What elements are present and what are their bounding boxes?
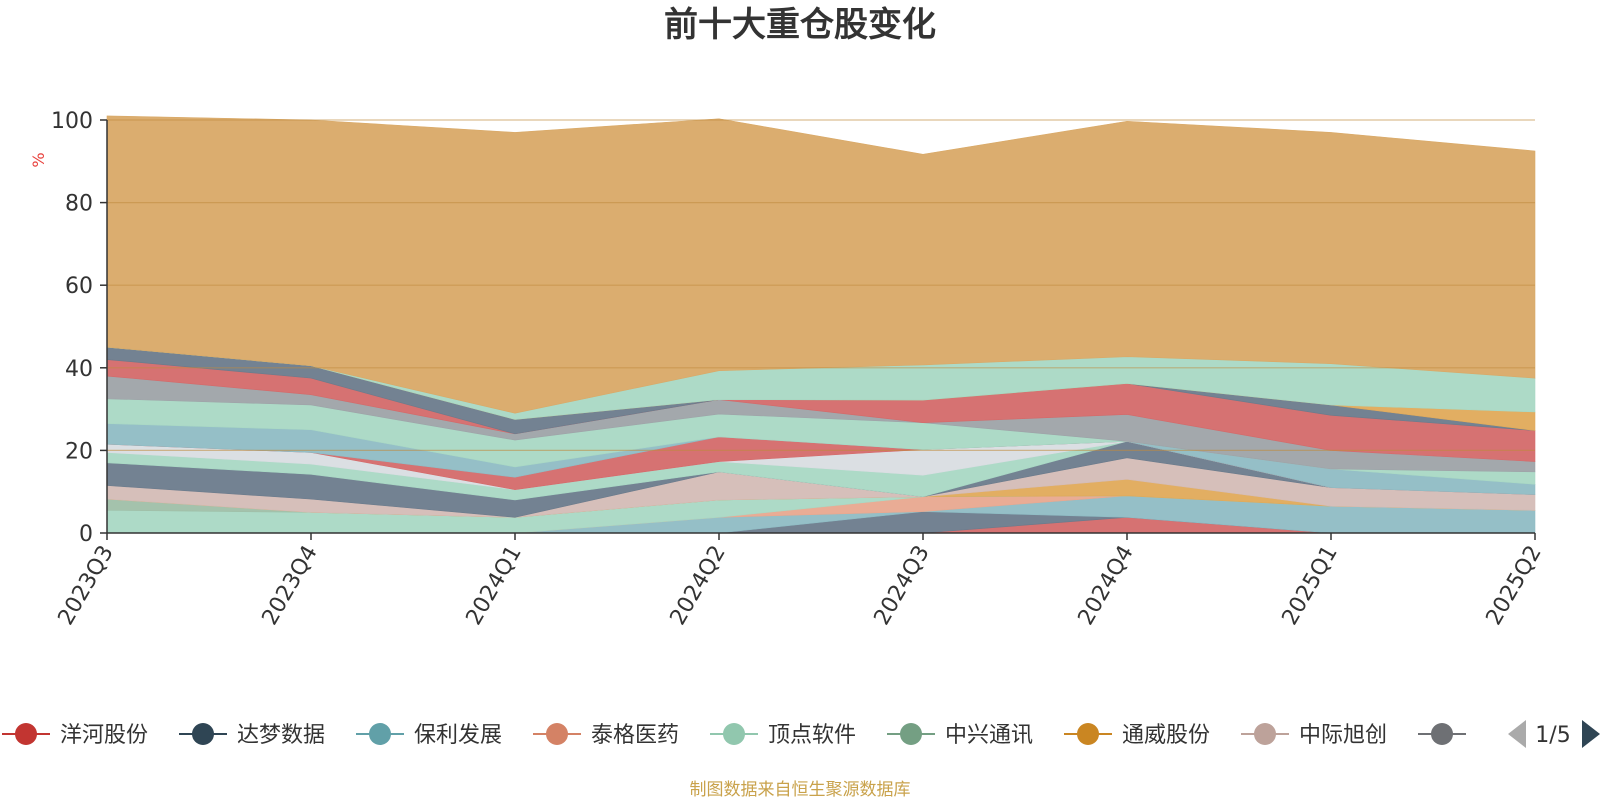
x-tick-label: 2023Q4 [258,541,323,629]
legend-item[interactable]: 泰格医药 [533,723,679,748]
legend-item[interactable]: 中际旭创 [1241,723,1387,748]
legend-item[interactable]: 通威股份 [1064,723,1210,748]
grid-lines [107,119,1535,451]
x-tick-label: 2024Q2 [666,541,731,629]
area-series-group [106,115,1536,534]
x-tick-label: 2023Q3 [54,541,119,629]
legend-circle-icon [369,723,391,745]
legend: 洋河股份 达梦数据 保利发展 泰格医药 顶点软件 中兴通讯 通威股份 中际旭创 [2,723,1466,748]
legend-label: 顶点软件 [768,723,856,748]
legend-label: 洋河股份 [60,723,148,748]
legend-label: 中际旭创 [1299,723,1387,748]
legend-circle-icon [192,723,214,745]
axes [100,119,1536,540]
legend-circle-icon [1077,723,1099,745]
y-tick-label: 0 [79,522,93,547]
y-tick-label: 60 [65,274,93,299]
legend-item[interactable]: 保利发展 [356,723,502,748]
triangle-left-icon[interactable] [1508,720,1526,748]
x-tick-labels: 2023Q3 2023Q4 2024Q1 2024Q2 2024Q3 2024Q4 2025… [54,541,1547,629]
data-source-footer: 制图数据来自恒生聚源数据库 [690,780,911,800]
y-tick-label: 100 [51,109,93,134]
legend-item[interactable]: 中兴通讯 [887,723,1033,748]
x-tick-label: 2024Q1 [462,541,527,629]
y-tick-label: 80 [65,192,93,217]
legend-circle-icon [15,723,37,745]
legend-label: 达梦数据 [237,723,325,748]
y-tick-label: 20 [65,439,93,464]
legend-label: 中兴通讯 [945,723,1033,748]
legend-label: 保利发展 [414,723,502,748]
legend-item[interactable]: 达梦数据 [179,723,325,748]
triangle-right-icon[interactable] [1582,720,1600,748]
x-tick-label: 2025Q1 [1278,541,1343,629]
legend-circle-icon [1254,723,1276,745]
legend-item[interactable]: 洋河股份 [2,723,148,748]
legend-label: 泰格医药 [591,723,679,748]
chart-title: 前十大重仓股变化 [664,5,936,45]
legend-page-indicator: 1/5 [1535,723,1570,748]
x-tick-label: 2024Q3 [870,541,935,629]
legend-circle-icon [546,723,568,745]
x-tick-label: 2024Q4 [1074,541,1139,629]
x-tick-label: 2025Q2 [1482,541,1547,629]
legend-item[interactable] [1418,723,1466,745]
legend-circle-icon [900,723,922,745]
area-series-19 [106,115,1536,414]
legend-label: 通威股份 [1122,723,1210,748]
y-tick-labels: 0 20 40 60 80 100 [51,109,93,547]
y-tick-label: 40 [65,357,93,382]
legend-circle-icon [1431,723,1453,745]
legend-circle-icon [723,723,745,745]
legend-item[interactable]: 顶点软件 [710,723,856,748]
legend-pager: 1/5 [1508,720,1600,748]
y-axis-unit: % [29,152,48,167]
